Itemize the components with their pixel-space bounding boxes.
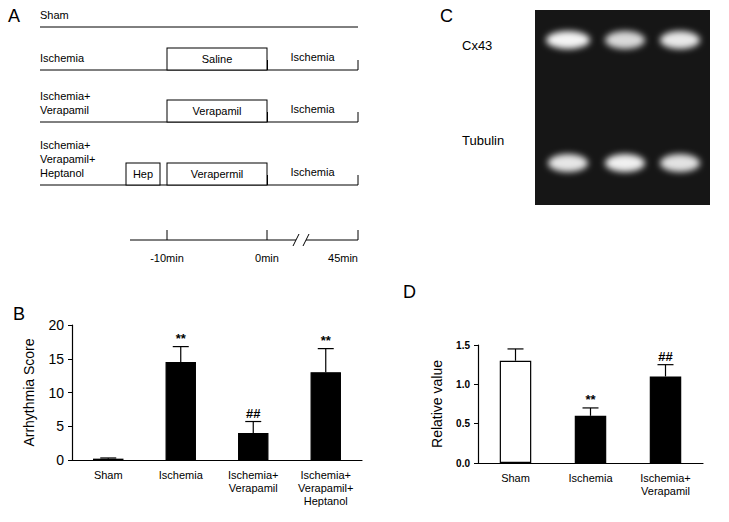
svg-text:**: ** (585, 392, 596, 407)
svg-text:Relative value: Relative value (429, 360, 445, 448)
svg-text:B: B (13, 304, 25, 324)
svg-text:Verapamil+: Verapamil+ (40, 153, 95, 165)
svg-text:Verapamil: Verapamil (193, 105, 242, 117)
svg-text:5: 5 (56, 418, 64, 434)
svg-text:Saline: Saline (202, 53, 233, 65)
svg-text:1.0: 1.0 (456, 379, 470, 390)
svg-text:Ischemia+: Ischemia+ (228, 469, 278, 481)
svg-text:C: C (440, 6, 453, 26)
svg-text:A: A (8, 6, 20, 26)
svg-text:**: ** (321, 333, 332, 348)
svg-text:Ischemia: Ischemia (568, 472, 613, 484)
svg-text:-10min: -10min (150, 252, 184, 264)
svg-text:Ischemia+: Ischemia+ (640, 472, 690, 484)
svg-text:Ischemia: Ischemia (159, 469, 204, 481)
svg-text:D: D (403, 282, 416, 302)
svg-text:Sham: Sham (501, 472, 530, 484)
svg-text:Ischemia+: Ischemia+ (301, 469, 351, 481)
svg-text:Sham: Sham (40, 9, 69, 21)
svg-text:Cx43: Cx43 (462, 38, 492, 53)
svg-text:10: 10 (48, 385, 64, 401)
svg-text:0.5: 0.5 (456, 418, 470, 429)
svg-text:15: 15 (48, 351, 64, 367)
svg-text:Ischemia: Ischemia (290, 103, 335, 115)
svg-text:Sham: Sham (94, 469, 123, 481)
svg-text:0.0: 0.0 (456, 458, 470, 469)
svg-text:Verapamil: Verapamil (40, 104, 89, 116)
svg-text:Ischemia: Ischemia (290, 166, 335, 178)
svg-text:Verapermil: Verapermil (191, 168, 244, 180)
svg-text:45min: 45min (328, 252, 358, 264)
svg-text:Verapamil+: Verapamil+ (298, 482, 353, 494)
svg-text:Ischemia: Ischemia (290, 51, 335, 63)
svg-text:Tubulin: Tubulin (462, 133, 504, 148)
svg-text:Ischemia+: Ischemia+ (40, 139, 90, 151)
svg-text:Hep: Hep (133, 168, 153, 180)
svg-text:Heptanol: Heptanol (304, 495, 348, 507)
svg-text:**: ** (176, 331, 187, 346)
svg-text:1.5: 1.5 (456, 340, 470, 351)
svg-text:Ischemia: Ischemia (40, 52, 85, 64)
svg-text:Verapamil: Verapamil (229, 482, 278, 494)
svg-text:Verapamil: Verapamil (641, 485, 690, 497)
svg-text:Heptanol: Heptanol (40, 167, 84, 179)
svg-text:0min: 0min (255, 252, 279, 264)
svg-text:20: 20 (48, 317, 64, 333)
svg-text:##: ## (246, 406, 261, 421)
svg-text:Arrhythmia Score: Arrhythmia Score (21, 338, 37, 446)
svg-text:Ischemia+: Ischemia+ (40, 90, 90, 102)
svg-text:##: ## (658, 349, 673, 364)
svg-text:0: 0 (56, 452, 64, 468)
